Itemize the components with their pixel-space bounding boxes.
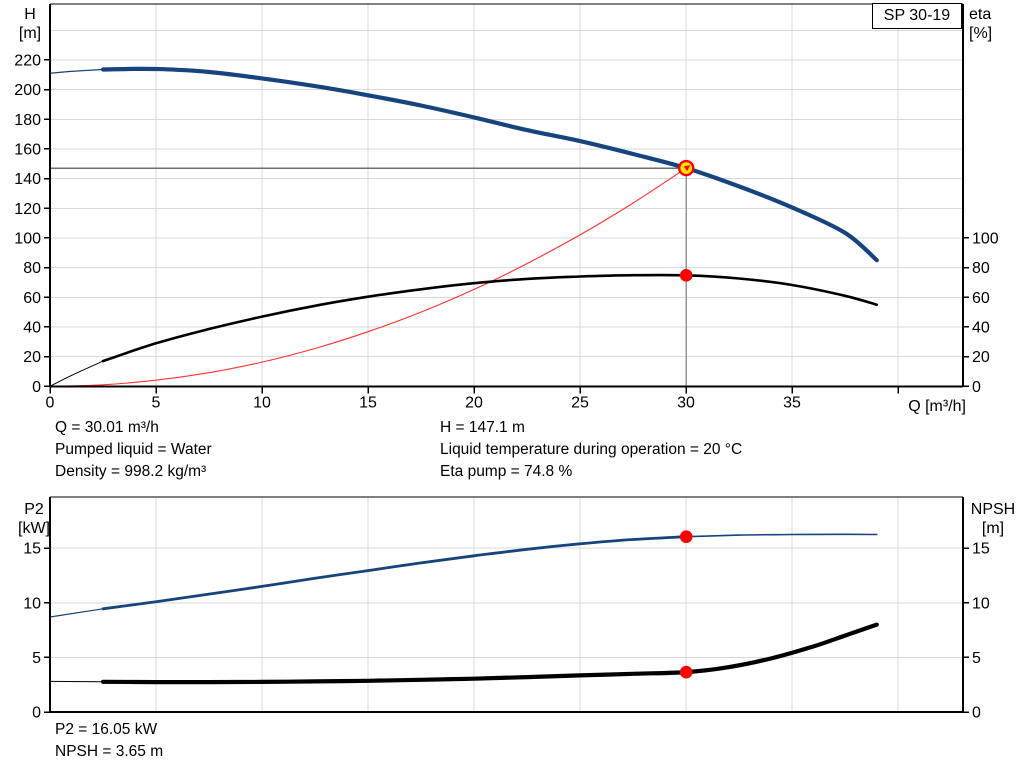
eta-axis-title-symbol: eta (969, 6, 992, 23)
pump-model-badge: SP 30-19 (872, 3, 962, 29)
efficiency-curve (101, 273, 879, 363)
right-axis-tick-label: 5 (972, 650, 981, 667)
right-axis-tick-label: 15 (972, 541, 990, 558)
head-efficiency-chart: 0204060801001201401601802002200204060801… (14, 3, 999, 411)
duty-info-left: Q = 30.01 m³/h Pumped liquid = Water Den… (55, 417, 212, 483)
p2-axis-title-unit: [kW] (18, 520, 50, 537)
info-p2: P2 = 16.05 kW (55, 721, 158, 738)
npsh-axis-title-symbol: NPSH (970, 501, 1016, 518)
x-axis-tick-label: 0 (46, 394, 55, 411)
info-liquid-temperature: Liquid temperature during operation = 20… (440, 441, 743, 458)
head-curve (49, 68, 104, 74)
left-axis-tick-label: 15 (23, 541, 41, 558)
x-axis-tick-label: 35 (783, 394, 801, 411)
head-axis-title-symbol: H (24, 6, 36, 23)
left-axis-tick-label: 200 (14, 82, 41, 99)
right-axis-tick-label: 40 (972, 319, 990, 336)
p2-curve (49, 608, 104, 618)
x-axis-tick-label: 20 (465, 394, 483, 411)
head-axis-title-unit: [m] (18, 25, 42, 42)
info-density: Density = 998.2 kg/m³ (55, 463, 207, 480)
p2-curve (685, 533, 878, 538)
right-axis-tick-label: 20 (972, 349, 990, 366)
npsh-axis-title: NPSH [m] (964, 500, 1022, 538)
left-axis-tick-label: 5 (32, 650, 41, 667)
power-npsh-chart: 0 5 10 15 0 5 10 15 (23, 496, 990, 722)
left-axis-tick-label: 0 (32, 705, 41, 722)
left-axis-tick-label: 100 (14, 230, 41, 247)
system-curve (49, 167, 687, 387)
x-axis-tick-label: 30 (677, 394, 695, 411)
x-axis-tick-label: 10 (253, 394, 271, 411)
efficiency-point (679, 269, 693, 282)
left-axis-tick-label: 10 (23, 595, 41, 612)
info-pumped-liquid: Pumped liquid = Water (55, 441, 212, 458)
p2-axis-title-symbol: P2 (24, 501, 44, 518)
left-axis-tick-label: 180 (14, 112, 41, 129)
duty-point-arrow-icon (683, 165, 691, 172)
p2-axis-title: P2 [kW] (12, 500, 56, 538)
x-axis-tick-label: 5 (152, 394, 161, 411)
right-axis-tick-label: 100 (972, 230, 999, 247)
npsh-point (679, 665, 693, 679)
left-axis-tick-label: 80 (23, 260, 41, 277)
npsh-curve (100, 622, 879, 685)
p2-curve (101, 535, 688, 611)
right-axis-tick-label: 0 (972, 705, 981, 722)
info-npsh: NPSH = 3.65 m (55, 743, 164, 760)
left-axis-tick-label: 220 (14, 52, 41, 69)
flow-axis-title: Q [m³/h] (908, 398, 966, 415)
left-axis-tick-label: 60 (23, 290, 41, 307)
right-axis-tick-label: 60 (972, 290, 990, 307)
right-axis-tick-label: 80 (972, 260, 990, 277)
efficiency-curve (49, 360, 104, 387)
duty-info-bottom: P2 = 16.05 kW NPSH = 3.65 m (55, 719, 163, 763)
right-axis-tick-label: 0 (972, 379, 981, 396)
left-axis-tick-label: 120 (14, 201, 41, 218)
left-axis-tick-label: 160 (14, 141, 41, 158)
head-curve (100, 66, 879, 263)
head-axis-title: H [m] (8, 5, 52, 43)
info-flow: Q = 30.01 m³/h (55, 419, 159, 436)
info-eta-pump: Eta pump = 74.8 % (440, 463, 573, 480)
eta-axis-title-unit: [%] (969, 25, 993, 42)
left-axis-tick-label: 40 (23, 319, 41, 336)
info-head: H = 147.1 m (440, 419, 525, 436)
p2-point (679, 530, 693, 544)
left-axis-tick-label: 140 (14, 171, 41, 188)
left-axis-tick-label: 20 (23, 349, 41, 366)
eta-axis-title: eta [%] (969, 5, 1019, 43)
x-axis-tick-label: 15 (359, 394, 377, 411)
x-axis-tick-label: 25 (571, 394, 589, 411)
duty-info-right: H = 147.1 m Liquid temperature during op… (440, 417, 742, 483)
npsh-axis-title-unit: [m] (981, 520, 1005, 537)
left-axis-tick-label: 0 (32, 379, 41, 396)
right-axis-tick-label: 10 (972, 595, 990, 612)
